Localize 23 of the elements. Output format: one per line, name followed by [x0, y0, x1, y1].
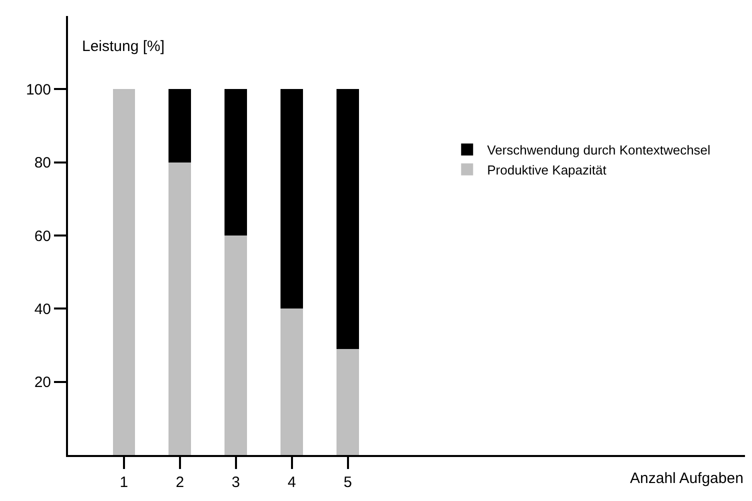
y-tick-label: 40 — [34, 300, 51, 318]
bar — [168, 162, 192, 455]
bar — [168, 89, 192, 162]
y-tick-label: 20 — [34, 374, 51, 392]
y-tick-label: 80 — [34, 154, 51, 172]
bar — [280, 89, 303, 309]
x-tick-label: 4 — [288, 474, 296, 491]
bar — [336, 348, 359, 455]
x-tick-label: 5 — [344, 474, 352, 491]
legend-label: Verschwendung durch Kontextwechsel — [487, 142, 711, 158]
x-tick-label: 1 — [120, 474, 128, 491]
legend-label: Produktive Kapazität — [487, 162, 607, 178]
y-tick-label: 60 — [34, 228, 51, 245]
bar — [112, 89, 136, 455]
bar — [224, 236, 248, 455]
bar — [280, 308, 303, 455]
y-axis-title: Leistung [%] — [82, 38, 165, 55]
text: Anzahl Aufgaben — [630, 470, 744, 487]
x-tick-label: 2 — [176, 474, 184, 491]
bar — [336, 89, 359, 349]
y-tick-label: 100 — [26, 81, 51, 98]
x-tick-label: 3 — [232, 474, 240, 491]
bar — [224, 89, 248, 236]
